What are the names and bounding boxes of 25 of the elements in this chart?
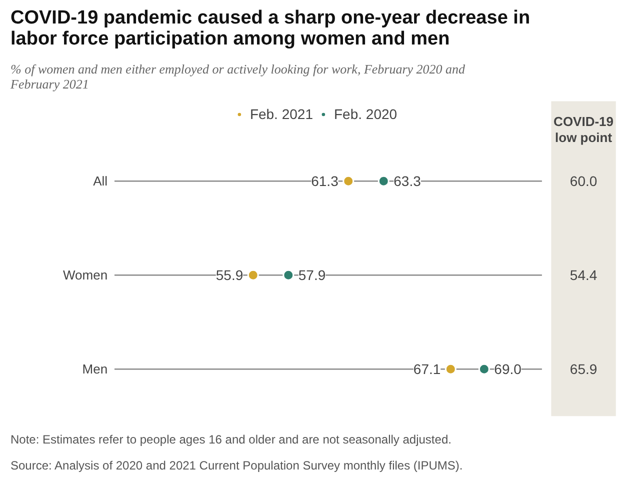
chart-title: COVID-19 pandemic caused a sharp one-year decrease in labor force participation among women and men [10,8,530,50]
data-label: 57.9 [298,267,326,284]
data-label: 69.0 [494,361,522,378]
data-label: 63.3 [394,173,422,190]
chart-subtitle: % of women and men either employed or actively looking for work, February 2020 and February 2021 [10,62,466,92]
text: 65.9 [570,361,598,378]
legend-label: Feb. 2021 [250,106,313,122]
y-tick-label: Men [82,362,108,377]
point [478,363,490,375]
legend-label: Feb. 2020 [334,106,398,122]
source-note: Source: Analysis of 2020 and 2021 Current Population Survey monthly files (IPUMS). [10,458,463,472]
point [342,175,354,187]
point [444,363,456,375]
data-label: 67.1 [413,361,441,378]
text: COVID-19 low point [554,114,614,145]
point [282,269,294,281]
data-label: 55.9 [216,267,244,284]
data-label: 61.3 [311,173,339,190]
point [378,175,390,187]
y-tick-label: All [93,174,108,189]
point [247,269,259,281]
text: 54.4 [570,267,598,284]
y-tick-label: Women [62,268,108,283]
text: 60.0 [570,173,598,190]
text: Note: Estimates refer to people ages 16 and older and are not seasonally adjusted. [10,432,452,446]
